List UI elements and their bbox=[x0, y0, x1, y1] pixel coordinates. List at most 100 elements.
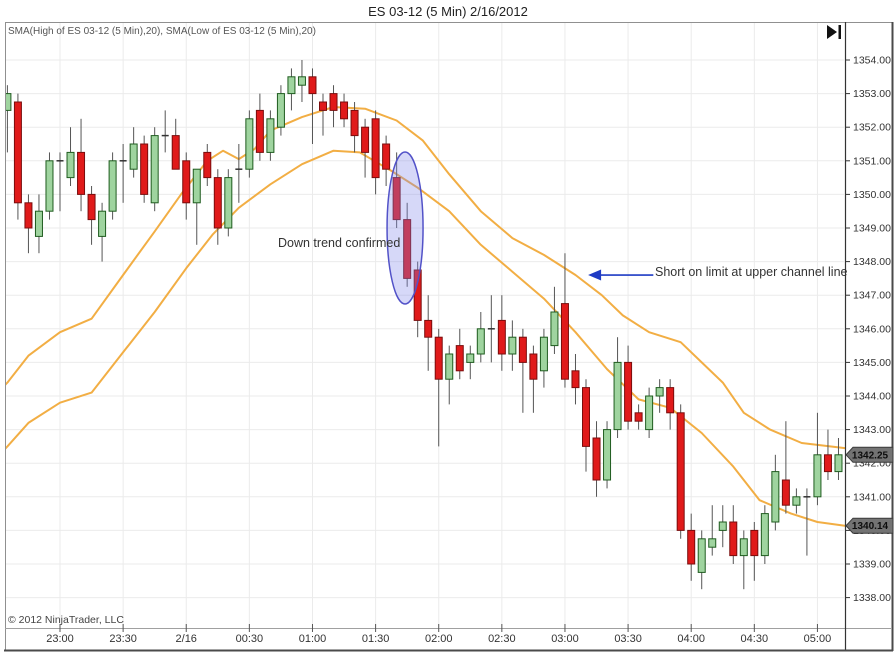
price-tick-label: 1350.00 bbox=[853, 189, 891, 201]
candle bbox=[529, 345, 538, 413]
candle bbox=[340, 93, 349, 128]
candle bbox=[192, 168, 201, 245]
candle bbox=[424, 295, 433, 371]
candle bbox=[119, 144, 127, 203]
candle bbox=[203, 144, 212, 186]
price-tick-label: 1352.00 bbox=[853, 122, 891, 134]
candle bbox=[539, 328, 548, 388]
price-tick-label: 1348.00 bbox=[853, 256, 891, 268]
candle bbox=[697, 530, 706, 590]
highlight-ellipse bbox=[386, 151, 424, 305]
time-tick-label: 2/16 bbox=[176, 633, 197, 645]
candle bbox=[592, 421, 601, 497]
candle bbox=[287, 68, 296, 111]
candle bbox=[255, 93, 264, 161]
time-tick-label: 02:00 bbox=[425, 633, 453, 645]
candle bbox=[550, 286, 559, 354]
candle bbox=[676, 404, 685, 539]
short-annotation: Short on limit at upper channel line bbox=[655, 265, 848, 279]
candle bbox=[13, 93, 22, 220]
price-tick-label: 1354.00 bbox=[853, 55, 891, 67]
candle bbox=[297, 60, 306, 102]
candle bbox=[161, 110, 169, 153]
candle bbox=[560, 253, 569, 388]
candles bbox=[5, 60, 843, 590]
price-tick-label: 1338.00 bbox=[853, 592, 891, 604]
candle bbox=[350, 102, 359, 153]
last-price-badge: 1342.25 bbox=[845, 446, 894, 463]
candle bbox=[634, 404, 643, 430]
candle bbox=[476, 312, 485, 363]
candle bbox=[771, 454, 780, 531]
candle bbox=[308, 68, 317, 144]
candle bbox=[403, 202, 412, 287]
candle bbox=[645, 387, 654, 438]
go-to-last-bar-icon[interactable] bbox=[827, 25, 842, 40]
candle bbox=[708, 505, 717, 556]
price-tick-label: 1343.00 bbox=[853, 424, 891, 436]
candle bbox=[24, 194, 33, 254]
candle bbox=[497, 295, 506, 371]
play-bar-icon bbox=[838, 25, 841, 39]
plot-area[interactable] bbox=[4, 60, 845, 590]
candle bbox=[108, 152, 117, 220]
time-axis[interactable]: 23:00 23:30 2/16 00:30 01:00 01:30 02:00 02:30 0… bbox=[46, 624, 831, 645]
candle bbox=[729, 505, 738, 564]
candle bbox=[77, 118, 86, 212]
candle bbox=[487, 295, 495, 363]
price-tick-label: 1346.00 bbox=[853, 323, 891, 335]
candle bbox=[276, 85, 285, 136]
candle bbox=[466, 345, 475, 380]
candle bbox=[434, 328, 443, 447]
time-tick-label: 23:00 bbox=[46, 633, 74, 645]
play-triangle-icon bbox=[827, 25, 837, 39]
candle bbox=[45, 152, 54, 220]
price-tick-label: 1353.00 bbox=[853, 88, 891, 100]
time-tick-label: 05:00 bbox=[804, 633, 832, 645]
candle bbox=[603, 421, 612, 489]
time-tick-label: 02:30 bbox=[488, 633, 516, 645]
candle bbox=[571, 354, 580, 405]
candle bbox=[760, 505, 769, 564]
candle bbox=[392, 152, 401, 228]
candle bbox=[319, 93, 327, 136]
candle bbox=[781, 421, 790, 514]
candle bbox=[687, 513, 696, 581]
candle bbox=[445, 345, 454, 405]
candle bbox=[739, 530, 748, 590]
candle bbox=[803, 488, 811, 556]
time-tick-label: 04:30 bbox=[741, 633, 769, 645]
copyright-label: © 2012 NinjaTrader, LLC bbox=[8, 614, 124, 626]
price-tick-label: 1339.00 bbox=[853, 559, 891, 571]
candle bbox=[245, 110, 254, 178]
badge-label: 1340.14 bbox=[852, 521, 889, 532]
candle bbox=[213, 169, 222, 245]
candle bbox=[235, 144, 243, 203]
time-tick-label: 00:30 bbox=[236, 633, 264, 645]
candle bbox=[371, 110, 380, 195]
candle bbox=[361, 118, 370, 178]
sma-low-badge: 1340.14 bbox=[845, 517, 894, 534]
price-axis[interactable]: 1338.001339.001340.001341.001342.001343.… bbox=[845, 55, 891, 605]
candle bbox=[171, 118, 180, 170]
candle bbox=[813, 412, 822, 506]
candle bbox=[87, 186, 96, 245]
annotation-arrow bbox=[588, 269, 654, 281]
candle bbox=[150, 127, 159, 212]
candle bbox=[655, 379, 664, 413]
time-tick-label: 03:00 bbox=[551, 633, 579, 645]
sma-low-line bbox=[5, 149, 845, 527]
time-tick-label: 03:30 bbox=[614, 633, 642, 645]
candle bbox=[834, 438, 843, 480]
price-tick-label: 1347.00 bbox=[853, 290, 891, 302]
candle bbox=[582, 379, 590, 472]
candle bbox=[224, 169, 233, 237]
candle bbox=[56, 152, 64, 212]
candle bbox=[508, 320, 517, 371]
candle bbox=[750, 522, 759, 581]
candle bbox=[329, 85, 338, 128]
candle bbox=[518, 328, 527, 413]
indicator-label: SMA(High of ES 03-12 (5 Min),20), SMA(Lo… bbox=[8, 26, 316, 37]
